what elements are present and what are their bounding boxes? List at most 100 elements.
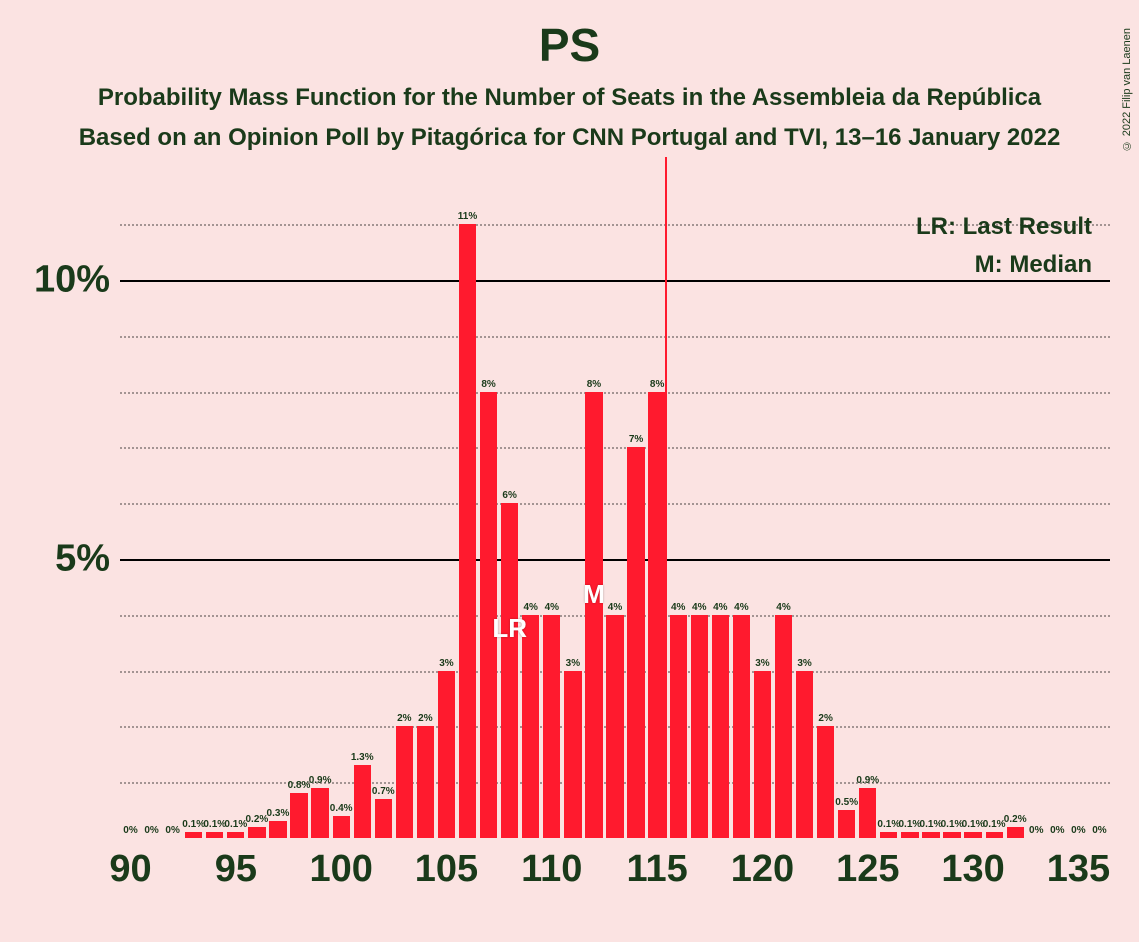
plot-area: LR: Last Result M: Median 0%0%0%0.1%0.1%…: [120, 213, 1110, 838]
annotation-lr: LR: [492, 613, 527, 644]
bar: 3%: [754, 671, 771, 838]
bar-value-label: 0.1%: [182, 819, 205, 830]
x-axis-label: 110: [521, 848, 582, 891]
bar: 4%: [543, 615, 560, 838]
bar: 0.9%: [311, 788, 328, 838]
x-axis-label: 130: [941, 848, 1004, 891]
bar: 0.8%: [290, 793, 307, 838]
bar-value-label: 0%: [1092, 825, 1106, 836]
copyright-text: © 2022 Filip van Laenen: [1121, 28, 1133, 151]
bar-value-label: 1.3%: [351, 752, 374, 763]
bar-value-label: 0.8%: [288, 780, 311, 791]
bar-value-label: 0.9%: [856, 775, 879, 786]
bar: 4%: [691, 615, 708, 838]
bar: 3%: [796, 671, 813, 838]
bar-value-label: 0%: [165, 825, 179, 836]
bar: 2%: [817, 726, 834, 838]
bar: 0.1%: [227, 832, 244, 838]
chart-subtitle-1: Probability Mass Function for the Number…: [0, 84, 1139, 112]
bar-value-label: 0.2%: [1004, 814, 1027, 825]
bar-value-label: 3%: [797, 658, 811, 669]
x-axis-label: 115: [626, 848, 687, 891]
bar: 2%: [396, 726, 413, 838]
bar-value-label: 0.9%: [309, 775, 332, 786]
x-axis-label: 125: [836, 848, 899, 891]
bar-value-label: 2%: [418, 713, 432, 724]
bar-value-label: 4%: [671, 602, 685, 613]
bar-value-label: 6%: [502, 490, 516, 501]
bar: 4%: [733, 615, 750, 838]
x-axis-label: 105: [415, 848, 478, 891]
bar-value-label: 0%: [123, 825, 137, 836]
bar-value-label: 4%: [523, 602, 537, 613]
bar: 1.3%: [354, 765, 371, 838]
bar-value-label: 0.1%: [877, 819, 900, 830]
y-axis-label: 5%: [10, 537, 110, 580]
bar: 4%: [712, 615, 729, 838]
bar-value-label: 4%: [692, 602, 706, 613]
chart-title: PS: [0, 18, 1139, 72]
bar: 0.9%: [859, 788, 876, 838]
x-axis-label: 90: [109, 848, 151, 891]
bar: 4%: [775, 615, 792, 838]
bar-value-label: 7%: [629, 434, 643, 445]
annotation-m: M: [583, 579, 605, 610]
bar: 0.1%: [185, 832, 202, 838]
bar-value-label: 0%: [1050, 825, 1064, 836]
x-axis-label: 135: [1047, 848, 1110, 891]
bar-value-label: 4%: [608, 602, 622, 613]
bar: 11%: [459, 224, 476, 838]
bar-value-label: 4%: [734, 602, 748, 613]
bar-value-label: 3%: [566, 658, 580, 669]
bar: 0.1%: [901, 832, 918, 838]
x-axis-labels: 9095100105110115120125130135: [120, 848, 1110, 908]
chart-subtitle-2: Based on an Opinion Poll by Pitagórica f…: [0, 124, 1139, 152]
y-axis-label: 10%: [10, 258, 110, 301]
bar: 3%: [438, 671, 455, 838]
bar: 0.2%: [248, 827, 265, 838]
bar: 0.1%: [880, 832, 897, 838]
bar: 4%: [606, 615, 623, 838]
bar: 2%: [417, 726, 434, 838]
bar-value-label: 3%: [439, 658, 453, 669]
bar-value-label: 0%: [144, 825, 158, 836]
bar-value-label: 11%: [458, 211, 477, 222]
bar: 7%: [627, 447, 644, 838]
bar-value-label: 2%: [818, 713, 832, 724]
bar: 4%: [670, 615, 687, 838]
bar-value-label: 0.1%: [920, 819, 943, 830]
bar-value-label: 0.1%: [898, 819, 921, 830]
bar-value-label: 4%: [545, 602, 559, 613]
bar-value-label: 0.2%: [245, 814, 268, 825]
bar: 3%: [564, 671, 581, 838]
bar: 0.4%: [333, 816, 350, 838]
bar-value-label: 0.1%: [941, 819, 964, 830]
bars-container: 0%0%0%0.1%0.1%0.1%0.2%0.3%0.8%0.9%0.4%1.…: [120, 213, 1110, 838]
bar: 0.2%: [1007, 827, 1024, 838]
bar-value-label: 0.1%: [203, 819, 226, 830]
bar: 0.1%: [964, 832, 981, 838]
x-axis-label: 95: [215, 848, 257, 891]
bar-value-label: 0.4%: [330, 803, 353, 814]
bar-value-label: 8%: [650, 379, 664, 390]
median-line: [665, 157, 667, 838]
bar: 0.5%: [838, 810, 855, 838]
bar: 0.1%: [943, 832, 960, 838]
bar-value-label: 0.7%: [372, 786, 395, 797]
bar-value-label: 2%: [397, 713, 411, 724]
bar-value-label: 0.1%: [962, 819, 985, 830]
bar: 0.1%: [922, 832, 939, 838]
bar-value-label: 3%: [755, 658, 769, 669]
x-axis-label: 120: [731, 848, 794, 891]
bar-value-label: 4%: [776, 602, 790, 613]
bar-value-label: 4%: [713, 602, 727, 613]
x-axis-label: 100: [309, 848, 372, 891]
bar: 0.1%: [986, 832, 1003, 838]
bar: 6%: [501, 503, 518, 838]
bar: 0.1%: [206, 832, 223, 838]
bar: 4%: [522, 615, 539, 838]
bar-value-label: 0.5%: [835, 797, 858, 808]
bar: 0.3%: [269, 821, 286, 838]
bar-value-label: 0.3%: [267, 808, 290, 819]
bar-value-label: 0.1%: [224, 819, 247, 830]
